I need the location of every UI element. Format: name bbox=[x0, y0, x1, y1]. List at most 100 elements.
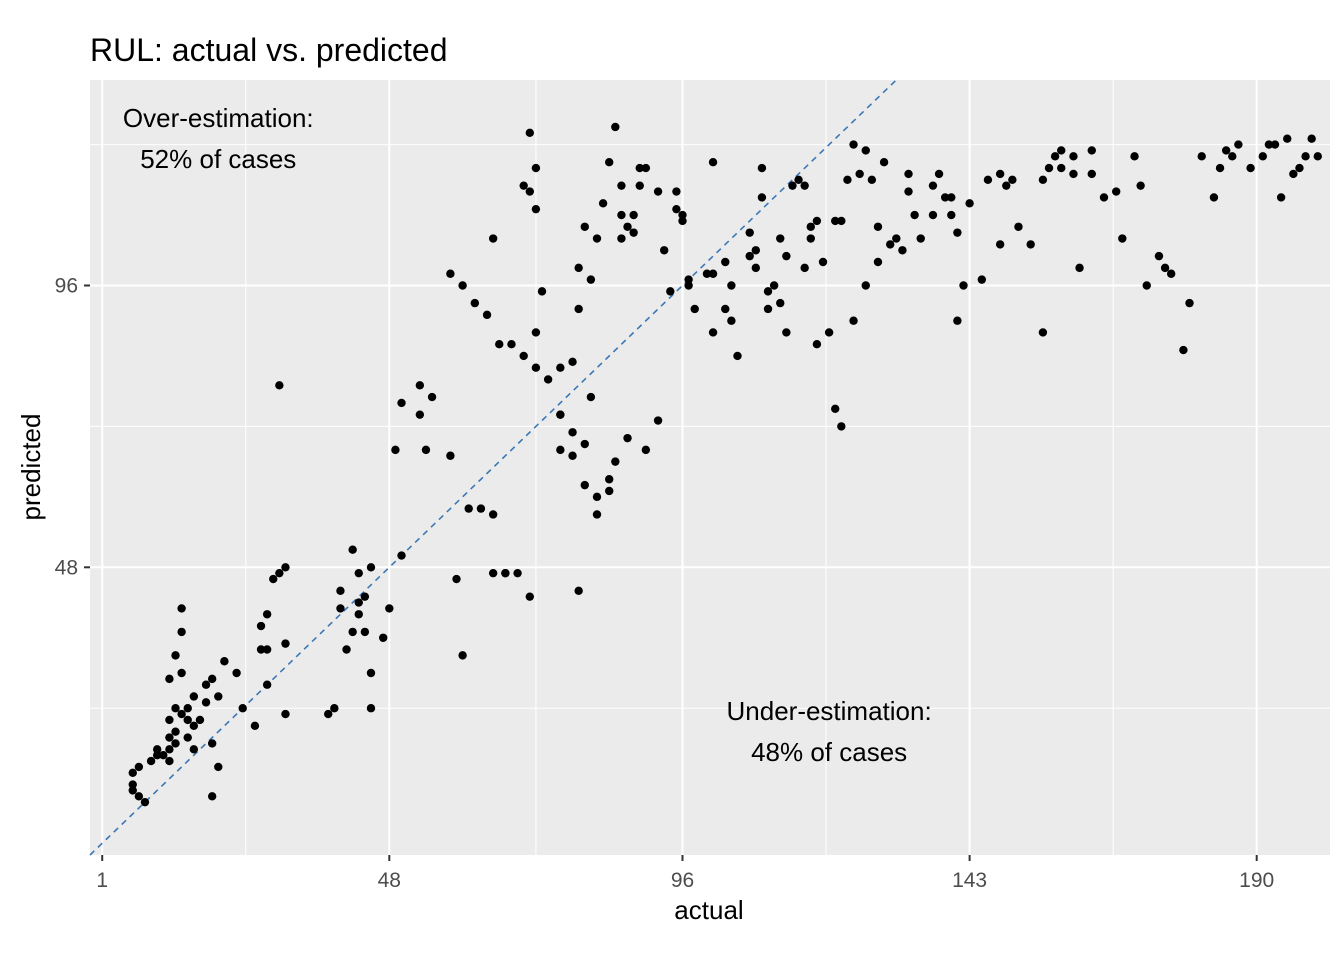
plot-panel bbox=[90, 80, 1330, 855]
data-point bbox=[977, 275, 987, 284]
data-point bbox=[1215, 163, 1225, 173]
data-point bbox=[189, 692, 199, 701]
data-point bbox=[611, 122, 620, 132]
data-point bbox=[635, 181, 644, 190]
data-point bbox=[281, 639, 290, 648]
data-point bbox=[592, 234, 602, 243]
data-point bbox=[1038, 328, 1048, 337]
data-point bbox=[861, 146, 870, 155]
data-point bbox=[1154, 251, 1164, 261]
data-point bbox=[873, 257, 883, 267]
data-point bbox=[470, 298, 480, 308]
data-point bbox=[586, 275, 596, 284]
data-point bbox=[385, 604, 394, 613]
data-point bbox=[177, 709, 186, 719]
data-point bbox=[232, 668, 241, 678]
data-point bbox=[421, 445, 431, 455]
data-point bbox=[183, 733, 192, 742]
data-point bbox=[934, 169, 944, 179]
data-points bbox=[128, 122, 1322, 807]
data-point bbox=[837, 422, 846, 431]
data-point bbox=[684, 275, 693, 284]
y-tick-label: 48 bbox=[55, 556, 78, 579]
data-point bbox=[708, 269, 718, 278]
data-point bbox=[464, 504, 473, 513]
data-point bbox=[806, 222, 815, 231]
data-point bbox=[531, 328, 541, 337]
data-point bbox=[1234, 140, 1243, 149]
data-point bbox=[769, 281, 779, 290]
data-point bbox=[727, 281, 736, 290]
data-point bbox=[336, 604, 345, 613]
data-point bbox=[598, 199, 608, 208]
data-point bbox=[458, 281, 467, 290]
data-point bbox=[397, 551, 406, 560]
data-point bbox=[580, 222, 589, 231]
data-point bbox=[1276, 193, 1286, 202]
data-point bbox=[519, 181, 528, 190]
data-point bbox=[605, 157, 614, 167]
y-axis-ticks: 48 96 bbox=[55, 274, 90, 579]
data-point bbox=[641, 445, 651, 455]
data-point bbox=[617, 181, 626, 190]
data-point bbox=[262, 645, 272, 654]
data-point bbox=[751, 246, 761, 255]
data-point bbox=[1026, 240, 1035, 249]
data-point bbox=[672, 204, 681, 214]
x-tick-label: 96 bbox=[671, 869, 694, 892]
data-point bbox=[818, 257, 828, 267]
data-point bbox=[708, 157, 718, 167]
data-point bbox=[165, 715, 174, 725]
data-point bbox=[1050, 152, 1060, 161]
data-point bbox=[684, 281, 693, 290]
data-point bbox=[195, 715, 205, 725]
data-point bbox=[885, 240, 895, 249]
data-point bbox=[788, 181, 797, 190]
data-point bbox=[214, 762, 223, 772]
data-point bbox=[1209, 193, 1219, 202]
data-point bbox=[336, 586, 345, 595]
x-tick-label: 143 bbox=[952, 869, 987, 892]
data-point bbox=[165, 745, 174, 754]
x-tick-label: 48 bbox=[378, 869, 401, 892]
annotation-line: 52% of cases bbox=[140, 144, 296, 174]
data-point bbox=[152, 745, 162, 754]
data-point bbox=[128, 768, 137, 778]
data-point bbox=[250, 721, 260, 731]
data-point bbox=[543, 375, 553, 384]
data-point bbox=[659, 246, 669, 255]
data-point bbox=[617, 234, 626, 243]
data-point bbox=[495, 340, 504, 349]
data-point bbox=[556, 410, 565, 419]
data-point bbox=[904, 187, 913, 196]
data-point bbox=[281, 563, 290, 572]
data-point bbox=[1130, 152, 1139, 161]
data-point bbox=[580, 439, 589, 449]
data-point bbox=[1264, 140, 1274, 149]
data-point bbox=[733, 351, 742, 361]
data-point bbox=[1228, 152, 1237, 161]
data-point bbox=[568, 451, 577, 460]
data-point bbox=[611, 457, 620, 466]
data-point bbox=[262, 610, 272, 619]
data-point bbox=[1246, 163, 1255, 173]
data-point bbox=[629, 228, 638, 237]
data-point bbox=[415, 410, 425, 419]
data-point bbox=[690, 304, 699, 314]
data-point bbox=[1179, 345, 1188, 355]
data-point bbox=[800, 181, 809, 190]
data-point bbox=[653, 416, 663, 425]
data-point bbox=[855, 169, 864, 179]
data-point bbox=[708, 328, 718, 337]
data-point bbox=[171, 651, 180, 660]
data-point bbox=[165, 674, 174, 684]
data-point bbox=[556, 363, 565, 372]
data-point bbox=[128, 786, 137, 795]
data-point bbox=[269, 574, 278, 584]
data-point bbox=[366, 563, 376, 572]
data-point bbox=[256, 645, 266, 654]
annotation-line: Over-estimation: bbox=[123, 103, 314, 133]
data-point bbox=[1136, 181, 1145, 190]
data-point bbox=[940, 193, 950, 202]
data-point bbox=[574, 586, 583, 595]
